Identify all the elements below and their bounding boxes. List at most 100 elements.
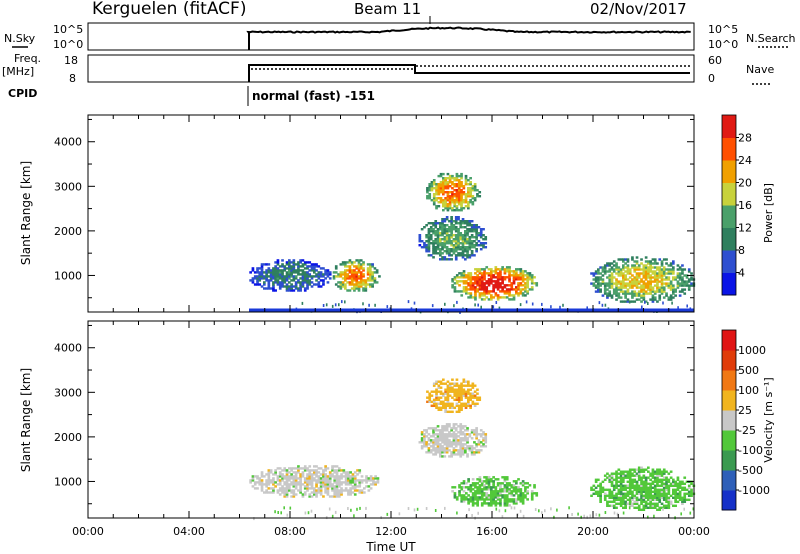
echo-cell [653, 478, 657, 482]
echo-cell [434, 443, 438, 446]
echo-cell [519, 496, 523, 499]
echo-cell [274, 271, 277, 274]
echo-cell [640, 482, 643, 486]
echo-cell [466, 240, 469, 243]
echo-cell [608, 270, 612, 273]
echo-cell [466, 250, 469, 253]
echo-cell [485, 290, 489, 293]
echo-cell [457, 435, 460, 438]
echo-cell [290, 279, 293, 282]
echo-cell [492, 500, 495, 503]
echo-cell [512, 276, 516, 279]
echo-cell [427, 222, 431, 225]
echo-cell [681, 282, 684, 285]
echo-cell [441, 441, 444, 444]
echo-cell [512, 282, 516, 285]
echo-cell [366, 273, 370, 276]
echo-cell [619, 300, 623, 303]
echo-cell [469, 278, 473, 281]
echo-cell [290, 489, 293, 492]
echo-cell [608, 276, 612, 279]
echo-cell [501, 490, 504, 493]
echo-cell [448, 181, 452, 184]
echo-cell [474, 288, 477, 291]
echo-cell [599, 276, 602, 279]
echo-cell [435, 189, 438, 192]
echo-cell [667, 480, 671, 484]
echo-cell [656, 474, 659, 477]
echo-cell [660, 286, 664, 289]
echo-cell [635, 502, 639, 506]
echo-cell [550, 305, 552, 309]
echo-cell [350, 277, 354, 280]
echo-cell [649, 504, 652, 508]
echo-cell [622, 278, 625, 281]
echo-cell [333, 465, 337, 468]
echo-cell [571, 513, 573, 516]
echo-cell [633, 478, 637, 482]
echo-cell [313, 471, 316, 474]
echo-cell [669, 282, 673, 285]
echo-cell [434, 429, 438, 432]
echo-cell [457, 244, 460, 247]
echo-cell [471, 482, 475, 485]
echo-cell [324, 469, 327, 472]
echo-cell [476, 402, 479, 406]
echo-cell [317, 285, 321, 288]
echo-cell [610, 294, 614, 297]
echo-cell [622, 264, 625, 267]
echo-cell [603, 494, 607, 498]
echo-cell [687, 498, 691, 502]
echo-cell [649, 264, 652, 267]
echo-cell [350, 508, 352, 512]
echo-cell [258, 267, 262, 270]
echo-cell [683, 476, 687, 479]
echo-cell [499, 290, 502, 293]
echo-cell [597, 484, 600, 488]
echo-cell [473, 197, 477, 200]
echo-cell [313, 267, 316, 270]
echo-cell [283, 281, 287, 284]
echo-cell [633, 284, 637, 287]
echo-cell [524, 274, 527, 277]
echo-cell [610, 476, 614, 479]
echo-cell [460, 185, 463, 188]
echo-cell [333, 479, 337, 482]
echo-cell [434, 226, 438, 229]
echo-cell [640, 296, 643, 299]
echo-cell [434, 224, 438, 227]
echo-cell [656, 280, 659, 283]
echo-cell [324, 479, 327, 482]
echo-cell [517, 294, 520, 297]
echo-cell [467, 384, 470, 387]
echo-cell [628, 292, 632, 295]
echo-cell [338, 477, 341, 480]
echo-cell [374, 303, 376, 307]
echo-cell [642, 470, 646, 473]
echo-cell [608, 496, 612, 500]
echo-cell [283, 493, 287, 496]
echo-cell [599, 288, 602, 291]
echo-cell [610, 284, 614, 287]
echo-cell [478, 484, 482, 487]
echo-cell [608, 492, 612, 496]
x-tick-label: 16:00 [476, 525, 508, 538]
echo-cell [436, 447, 440, 450]
echo-cell [362, 281, 365, 284]
echo-cell [505, 270, 509, 273]
echo-cell [531, 302, 534, 306]
echo-cell [599, 484, 602, 488]
echo-cell [386, 512, 389, 516]
echo-cell [597, 490, 600, 494]
echo-cell [458, 490, 461, 493]
echo-cell [445, 437, 449, 440]
echo-cell [482, 433, 485, 436]
echo-cell [439, 380, 443, 383]
echo-cell [487, 482, 491, 485]
echo-cell [499, 282, 502, 285]
echo-cell [322, 479, 325, 482]
echo-cell [656, 484, 659, 488]
echo-cell [448, 443, 451, 446]
echo-cell [459, 232, 463, 235]
echo-cell [357, 287, 361, 290]
